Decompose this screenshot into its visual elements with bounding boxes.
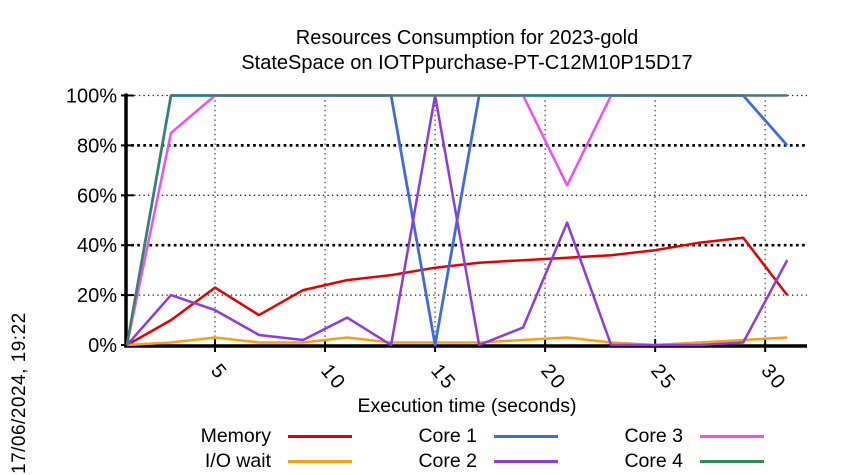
legend-swatch-core-1: [494, 434, 558, 439]
legend-item-core-2: Core 2: [352, 449, 558, 474]
legend-swatch-core-4: [700, 459, 764, 464]
legend-label-i-o-wait: I/O wait: [204, 450, 271, 472]
y-tick-label: 80%: [77, 135, 117, 157]
x-tick-label: 25: [646, 360, 680, 395]
chart-title-line-2: StateSpace on IOTPpurchase-PT-C12M10P15D…: [241, 52, 693, 74]
y-tick-label: 0%: [88, 335, 117, 357]
legend-label-core-2: Core 2: [418, 450, 477, 472]
timestamp-label: 17/06/2024, 19:22: [9, 312, 30, 474]
series-line-core-4: [125, 94, 788, 346]
legend-swatch-core-3: [700, 434, 764, 439]
legend-swatch-core-2: [494, 459, 558, 464]
legend-item-i-o-wait: I/O wait: [150, 449, 352, 474]
x-axis-label: Execution time (seconds): [357, 395, 577, 417]
legend-label-core-1: Core 1: [418, 425, 477, 447]
y-tick-label: 60%: [77, 185, 117, 207]
x-tick-label: 20: [536, 360, 570, 395]
legend-label-core-3: Core 3: [624, 425, 683, 447]
y-tick-label: 20%: [77, 285, 117, 307]
legend-item-core-1: Core 1: [352, 424, 558, 449]
x-tick-label: 10: [316, 360, 350, 395]
x-tick-label: 5: [206, 360, 232, 385]
legend-item-core-4: Core 4: [558, 449, 764, 474]
y-tick-label: 100%: [66, 86, 117, 108]
y-tick-label: 40%: [77, 235, 117, 257]
legend-item-core-3: Core 3: [558, 424, 764, 449]
series-line-core-2: [126, 94, 789, 347]
chart-title-line-1: Resources Consumption for 2023-gold: [295, 27, 639, 49]
legend-swatch-i-o-wait: [288, 459, 352, 464]
x-tick-label: 15: [426, 360, 460, 395]
legend-label-memory: Memory: [200, 425, 271, 447]
legend-swatch-memory: [288, 434, 352, 439]
chart-title: Resources Consumption for 2023-gold Stat…: [127, 26, 807, 76]
series-line-memory: [126, 236, 789, 347]
x-tick-label: 30: [756, 360, 790, 395]
legend-item-memory: Memory: [150, 424, 352, 449]
legend-label-core-4: Core 4: [624, 450, 683, 472]
legend: Memory I/O wait Core 1 Core 2 Core 3 Core 4: [150, 424, 764, 474]
